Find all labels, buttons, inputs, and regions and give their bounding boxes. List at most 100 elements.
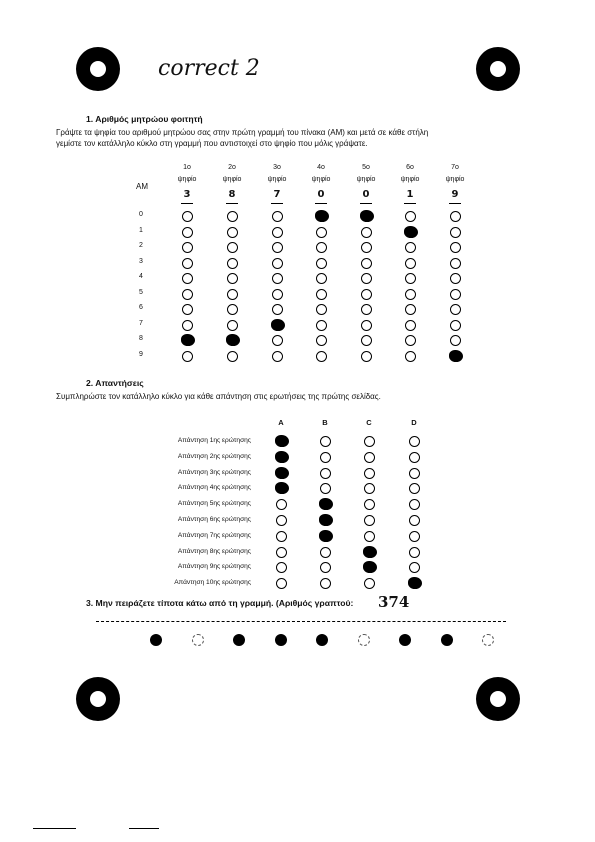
- column-ordinal: 1ο: [183, 164, 191, 171]
- empty-bubble: [182, 350, 193, 362]
- empty-bubble: [227, 242, 238, 253]
- option-header: C: [366, 418, 372, 427]
- written-digit: 7: [273, 189, 281, 200]
- written-digit: 3: [183, 189, 191, 200]
- empty-bubble: [409, 515, 420, 526]
- empty-bubble: [450, 319, 461, 331]
- empty-bubble: [272, 257, 283, 269]
- footer-line-left: [33, 828, 76, 829]
- empty-bubble: [409, 436, 420, 447]
- column-label: ψηφίο: [177, 176, 197, 183]
- empty-bubble: [364, 436, 375, 447]
- empty-bubble: [272, 242, 283, 253]
- empty-bubble: [182, 242, 193, 253]
- empty-bubble: [182, 257, 193, 269]
- empty-bubble: [227, 304, 238, 315]
- written-digit: 0: [362, 189, 370, 200]
- empty-bubble: [316, 257, 327, 269]
- code-dot-filled: [274, 634, 287, 646]
- registration-mark-top-right: [476, 47, 520, 91]
- digit-label: 3: [139, 257, 143, 265]
- empty-bubble: [272, 273, 283, 284]
- code-dot-empty: [482, 634, 494, 646]
- option-header: B: [322, 418, 328, 427]
- filled-bubble: [363, 561, 377, 574]
- section1-instruction-line1: Γράψτε τα ψηφία του αριθμού μητρώου σας …: [56, 128, 429, 137]
- section1-instruction-line2: γεμίστε τον κατάλληλο κύκλο στη γραμμή π…: [56, 139, 368, 148]
- empty-bubble: [450, 304, 461, 315]
- section2-title: 2. Απαντήσεις: [86, 378, 144, 388]
- filled-bubble: [275, 466, 289, 479]
- empty-bubble: [361, 257, 372, 269]
- registration-mark-bottom-right: [476, 677, 520, 721]
- empty-bubble: [320, 578, 331, 590]
- empty-bubble: [409, 499, 420, 511]
- answer-label: Απάντηση 5ης ερώτησης: [177, 500, 251, 508]
- empty-bubble: [405, 257, 416, 269]
- empty-bubble: [272, 226, 283, 238]
- option-header: D: [411, 418, 417, 427]
- digit-label: 2: [139, 242, 143, 249]
- empty-bubble: [409, 451, 420, 463]
- column-label: ψηφίο: [356, 176, 376, 183]
- empty-bubble: [361, 288, 372, 300]
- empty-bubble: [316, 350, 327, 362]
- empty-bubble: [320, 546, 331, 558]
- empty-bubble: [409, 530, 420, 542]
- written-digit-underline: [404, 203, 416, 204]
- answer-label: Απάντηση 10ης ερώτησης: [174, 579, 251, 587]
- empty-bubble: [361, 226, 372, 238]
- empty-bubble: [320, 436, 331, 447]
- empty-bubble: [182, 288, 193, 300]
- empty-bubble: [316, 288, 327, 300]
- option-header: A: [278, 418, 284, 427]
- filled-bubble: [181, 334, 195, 346]
- empty-bubble: [316, 304, 327, 315]
- digit-label: 4: [139, 273, 143, 280]
- empty-bubble: [405, 304, 416, 315]
- empty-bubble: [227, 288, 238, 300]
- column-label: ψηφίο: [400, 176, 420, 183]
- empty-bubble: [405, 319, 416, 331]
- empty-bubble: [361, 304, 372, 315]
- column-ordinal: 5ο: [362, 164, 370, 171]
- code-dot-filled: [399, 634, 411, 646]
- answer-label: Απάντηση 1ης ερώτησης: [177, 437, 251, 444]
- column-ordinal: 4ο: [317, 164, 325, 171]
- empty-bubble: [361, 335, 372, 346]
- empty-bubble: [316, 242, 327, 253]
- empty-bubble: [276, 515, 287, 526]
- empty-bubble: [361, 350, 372, 362]
- column-label: ψηφίο: [222, 176, 242, 183]
- empty-bubble: [405, 335, 416, 346]
- registration-mark-bottom-left: [76, 677, 120, 721]
- empty-bubble: [364, 578, 375, 590]
- empty-bubble: [409, 562, 420, 574]
- column-label: ψηφίο: [445, 176, 465, 183]
- empty-bubble: [364, 499, 375, 511]
- empty-bubble: [320, 483, 331, 495]
- column-ordinal: 6ο: [406, 164, 414, 171]
- filled-bubble: [275, 435, 289, 447]
- filled-bubble: [275, 450, 289, 463]
- empty-bubble: [409, 546, 420, 558]
- written-digit-underline: [449, 203, 461, 204]
- section2-instruction: Συμπληρώστε τον κατάλληλο κύκλο για κάθε…: [56, 392, 381, 401]
- empty-bubble: [361, 273, 372, 284]
- empty-bubble: [316, 273, 327, 284]
- empty-bubble: [405, 288, 416, 300]
- filled-bubble: [319, 529, 333, 542]
- written-digit: 1: [406, 189, 414, 200]
- cut-line: [96, 621, 506, 622]
- written-digit: 0: [317, 189, 325, 200]
- column-ordinal: 2ο: [228, 164, 236, 171]
- empty-bubble: [182, 304, 193, 315]
- written-digit: 8: [228, 189, 236, 200]
- filled-bubble: [449, 349, 463, 362]
- empty-bubble: [450, 226, 461, 238]
- sheet-number: 374: [378, 593, 410, 611]
- empty-bubble: [320, 562, 331, 574]
- empty-bubble: [316, 319, 327, 331]
- empty-bubble: [227, 273, 238, 284]
- empty-bubble: [182, 211, 193, 222]
